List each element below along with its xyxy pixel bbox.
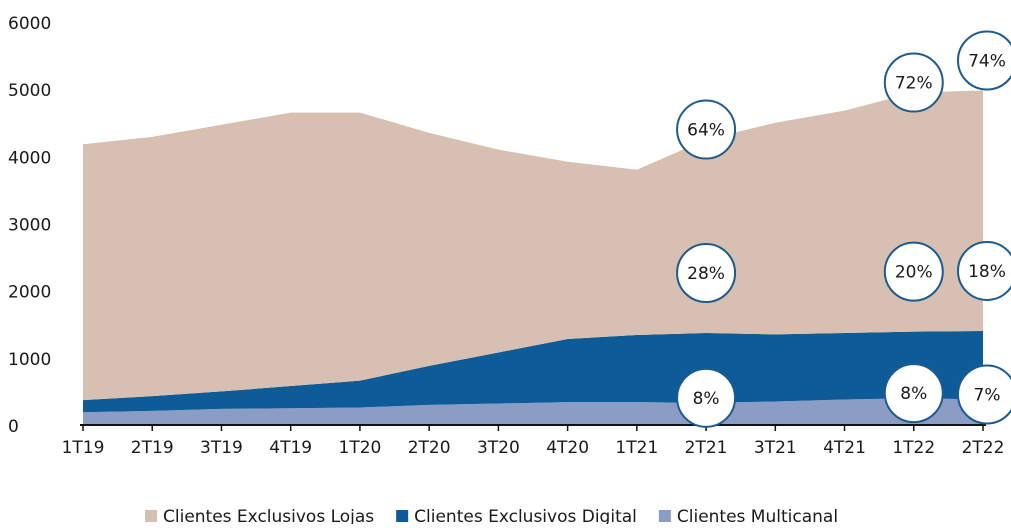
x-tick-label: 4T21 (823, 438, 866, 458)
area (83, 90, 983, 401)
x-tick-label: 1T22 (892, 438, 935, 458)
x-tick-label: 1T19 (62, 438, 105, 458)
y-tick-label: 2000 (8, 283, 51, 303)
area (83, 398, 983, 425)
legend-label: Clientes Multicanal (677, 507, 838, 524)
x-tick-label: 1T20 (339, 438, 382, 458)
legend-label: Clientes Exclusivos Digital (414, 507, 637, 524)
x-tick-label: 3T21 (754, 438, 797, 458)
x-tick-label: 3T20 (477, 438, 520, 458)
annotation-circle (957, 240, 1011, 301)
legend-swatch (145, 510, 157, 522)
legend-label: Clientes Exclusivos Lojas (163, 507, 374, 524)
annotation-label: 64% (687, 121, 725, 141)
y-tick-label: 6000 (8, 14, 51, 34)
annotation-circle (883, 241, 944, 302)
annotation-circle (676, 99, 737, 160)
y-tick-label: 1000 (8, 350, 51, 370)
x-tick-label: 4T20 (546, 438, 589, 458)
annotation-circle (883, 363, 944, 424)
x-tick-label: 2T22 (962, 438, 1005, 458)
annotation-label: 28% (687, 264, 725, 284)
legend-swatch (658, 510, 671, 522)
annotation-label: 8% (693, 389, 720, 409)
annotation-label: 18% (968, 262, 1006, 282)
x-tick-label: 2T20 (408, 438, 451, 458)
x-tick-label: 2T21 (685, 438, 728, 458)
annotation-label: 72% (895, 74, 933, 94)
annotation-circle (957, 364, 1011, 425)
annotation-label: 7% (974, 385, 1001, 405)
x-tick-label: 2T19 (131, 438, 174, 458)
y-tick-label: 5000 (8, 81, 51, 101)
annotation-circle (883, 52, 944, 113)
annotation-circle (676, 242, 737, 303)
legend-swatch (396, 510, 409, 522)
y-tick-label: 3000 (8, 216, 51, 236)
annotation-circle (676, 367, 737, 428)
y-tick-label: 4000 (8, 148, 51, 168)
annotation-label: 20% (895, 263, 933, 283)
x-tick-label: 1T21 (615, 438, 658, 458)
y-tick-label: 0 (8, 417, 19, 437)
annotation-label: 74% (968, 52, 1006, 72)
x-tick-label: 3T19 (200, 438, 243, 458)
annotation-circle (957, 30, 1011, 91)
annotation-label: 8% (900, 384, 927, 404)
area (83, 330, 983, 413)
x-tick-label: 4T19 (269, 438, 312, 458)
